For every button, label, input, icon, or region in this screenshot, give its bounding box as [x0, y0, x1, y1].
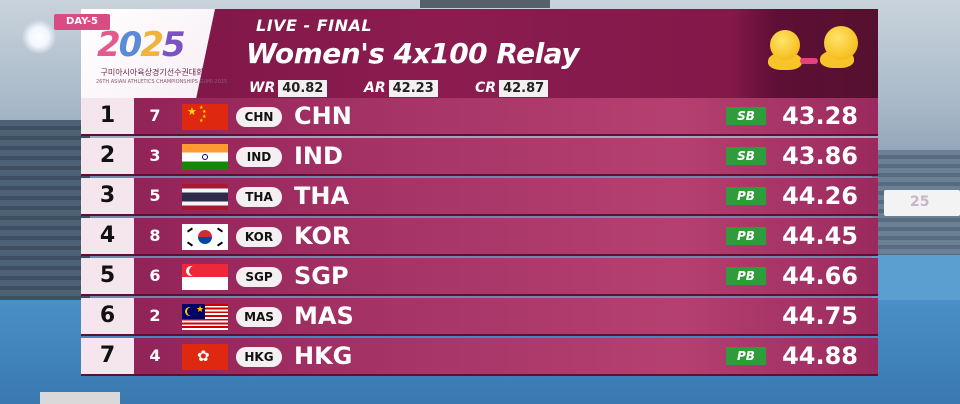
- record-badge: SB: [726, 107, 766, 125]
- results-table: 1 7 ★ ★ ★ ★ ★ CHN CHN SB 43.28 2 3 IND I…: [81, 98, 878, 377]
- table-row: 6 2 ★ MAS MAS 44.75: [81, 298, 878, 336]
- lane-number: 2: [149, 306, 161, 325]
- finish-time: 44.66: [782, 262, 858, 290]
- logo-subtitle-en: 26TH ASIAN ATHLETICS CHAMPIONSHIPS GUMI …: [96, 79, 228, 85]
- rank: 3: [81, 178, 134, 214]
- live-label: LIVE - FINAL: [256, 16, 373, 35]
- rank: 6: [81, 298, 134, 334]
- record-cr: CR 42.87: [475, 80, 549, 97]
- logo-subtitle: 구미아시아육상경기선수권대회: [100, 68, 204, 77]
- stadium-banner: 25: [884, 190, 960, 216]
- record-badge: PB: [726, 227, 766, 245]
- rank: 1: [81, 98, 134, 134]
- country-code: MAS: [236, 307, 282, 327]
- korea-flag-icon: [182, 224, 228, 250]
- record-badge: PB: [726, 187, 766, 205]
- team-name: IND: [294, 142, 343, 170]
- china-flag-icon: ★ ★ ★ ★ ★: [182, 104, 228, 130]
- finish-time: 44.75: [782, 302, 858, 330]
- table-row: 3 5 THA THA PB 44.26: [81, 178, 878, 216]
- team-name: HKG: [294, 342, 353, 370]
- top-banner: [420, 0, 550, 8]
- team-name: KOR: [294, 222, 351, 250]
- rank: 7: [81, 338, 134, 374]
- finish-time: 44.26: [782, 182, 858, 210]
- finish-time: 43.28: [782, 102, 858, 130]
- country-code: KOR: [236, 227, 282, 247]
- malaysia-flag-icon: ★: [182, 304, 228, 330]
- table-row: 4 8 KOR KOR PB 44.45: [81, 218, 878, 256]
- rank: 2: [81, 138, 134, 174]
- country-code: CHN: [236, 107, 282, 127]
- record-label: AR: [364, 80, 386, 96]
- lane-number: 8: [149, 226, 161, 245]
- record-ar: AR 42.23: [364, 80, 438, 97]
- table-row: 7 4 ✿ HKG HKG PB 44.88: [81, 338, 878, 376]
- record-badge: SB: [726, 147, 766, 165]
- team-name: SGP: [294, 262, 349, 290]
- finish-time: 44.88: [782, 342, 858, 370]
- lane-number: 7: [149, 106, 161, 125]
- table-row: 2 3 IND IND SB 43.86: [81, 138, 878, 176]
- singapore-flag-icon: [182, 264, 228, 290]
- country-code: THA: [236, 187, 282, 207]
- record-wr: WR 40.82: [249, 80, 328, 97]
- country-code: SGP: [236, 267, 282, 287]
- record-value: 42.23: [388, 80, 438, 97]
- day-tag: DAY-5: [54, 14, 110, 30]
- record-label: WR: [249, 80, 276, 96]
- lane-number: 6: [149, 266, 161, 285]
- lane-number: 3: [149, 146, 161, 165]
- record-value: 40.82: [278, 80, 328, 97]
- record-badge: PB: [726, 347, 766, 365]
- event-title: Women's 4x100 Relay: [246, 37, 579, 70]
- country-code: HKG: [236, 347, 282, 367]
- floodlight: [22, 20, 56, 54]
- team-name: THA: [294, 182, 350, 210]
- championship-logo: 2025: [97, 25, 186, 65]
- record-badge: PB: [726, 267, 766, 285]
- lane-number: 5: [149, 186, 161, 205]
- india-flag-icon: [182, 144, 228, 170]
- table-row: 5 6 SGP SGP PB 44.66: [81, 258, 878, 296]
- thailand-flag-icon: [182, 184, 228, 210]
- record-label: CR: [475, 80, 497, 96]
- rank: 4: [81, 218, 134, 254]
- hong-kong-flag-icon: ✿: [182, 344, 228, 370]
- finish-time: 43.86: [782, 142, 858, 170]
- country-code: IND: [236, 147, 282, 167]
- mascot-panel: [733, 9, 878, 98]
- record-value: 42.87: [499, 80, 549, 97]
- lane-number: 4: [149, 346, 161, 365]
- rank: 5: [81, 258, 134, 294]
- table-row: 1 7 ★ ★ ★ ★ ★ CHN CHN SB 43.28: [81, 98, 878, 136]
- bottom-banner: [40, 392, 120, 404]
- team-name: CHN: [294, 102, 352, 130]
- banner-logo-icon: 25: [910, 194, 930, 210]
- finish-time: 44.45: [782, 222, 858, 250]
- team-name: MAS: [294, 302, 354, 330]
